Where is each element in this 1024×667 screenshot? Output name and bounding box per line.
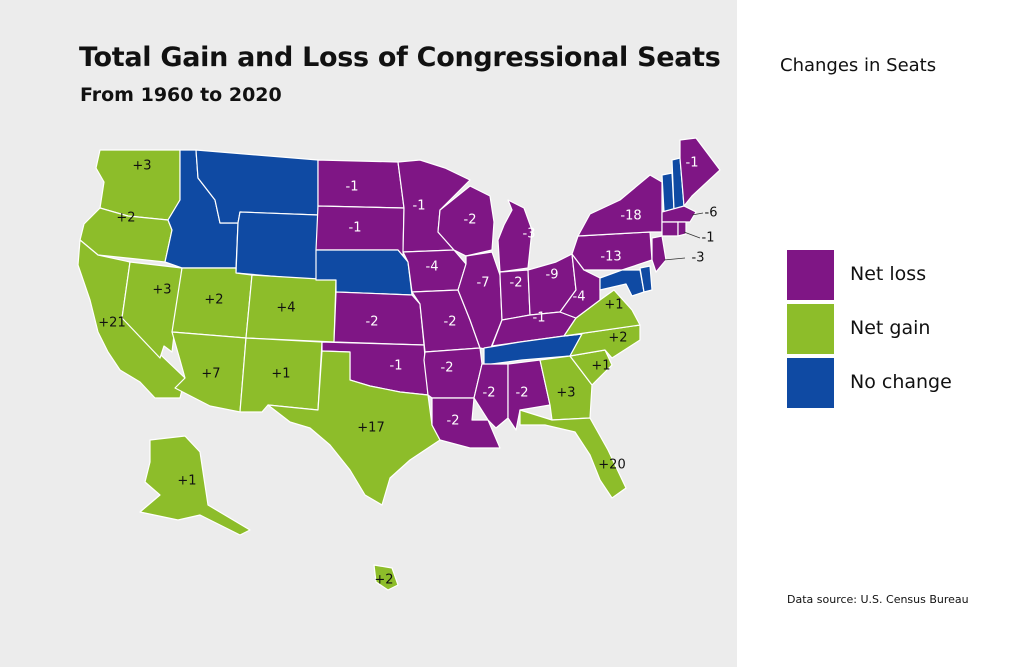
state-hi[interactable] [373,564,399,591]
state-label-in: -2 [510,276,523,291]
legend-swatch-none [787,358,834,408]
state-label-va: +1 [604,298,623,313]
state-label-ia: -4 [426,260,439,275]
state-label-tx: +17 [357,421,384,436]
state-ct[interactable] [661,221,679,237]
state-label-or: +2 [116,211,135,226]
state-ks[interactable] [333,291,425,346]
state-label-fl: +20 [598,458,625,473]
state-label-ga: +3 [556,386,575,401]
legend-label-loss: Net loss [850,263,927,285]
state-la[interactable] [431,397,501,449]
state-label-al: -2 [516,386,529,401]
state-label-ri: -1 [702,231,715,246]
state-label-az: +7 [201,367,220,382]
state-label-wa: +3 [132,159,151,174]
data-source-note: Data source: U.S. Census Bureau [787,593,969,606]
state-label-wi: -2 [464,213,477,228]
state-label-pa: -13 [600,250,621,265]
state-label-ky: -1 [533,311,546,326]
state-label-co: +4 [276,301,295,316]
state-tx[interactable] [267,350,441,506]
map-subtitle: From 1960 to 2020 [80,84,282,106]
leader-lines [663,212,704,261]
legend-item-none: No change [787,358,987,408]
state-wy[interactable] [235,211,319,281]
leader-ma [691,212,704,216]
state-label-ks: -2 [366,315,379,330]
state-label-ok: -1 [390,359,403,374]
state-label-ma: -6 [705,206,718,221]
state-label-nj: -3 [692,251,705,266]
state-ny[interactable] [577,174,663,237]
state-md[interactable] [599,269,645,297]
state-label-nv: +3 [152,283,171,298]
state-label-ms: -2 [483,386,496,401]
state-label-mo: -2 [444,315,457,330]
state-label-la: -2 [447,414,460,429]
us-map: +3 +2 +21 +3 +2 +4 +7 +1 +17 +1 +2 +20 +3 +1 +2 +1 -1 -1 -… [77,137,721,591]
legend-label-gain: Net gain [850,317,931,339]
state-label-oh: -9 [546,268,559,283]
state-label-sd: -1 [349,221,362,236]
state-label-sc: +1 [591,359,610,374]
leader-ri [683,231,701,239]
state-ak[interactable] [139,435,251,536]
state-me[interactable] [679,137,721,207]
legend-title: Changes in Seats [780,55,937,76]
leader-nj [663,257,686,261]
labels-layer: +3 +2 +21 +3 +2 +4 +7 +1 +17 +1 +2 +20 +3 +1 +2 +1 -1 -1 -… [98,156,717,588]
state-label-ca: +21 [98,316,125,331]
state-ma[interactable] [661,205,697,223]
state-label-ny: -18 [620,209,641,224]
legend-item-gain: Net gain [787,304,987,354]
state-label-nm: +1 [271,367,290,382]
state-wi[interactable] [437,185,495,257]
state-de[interactable] [639,265,653,293]
state-nd[interactable] [317,159,405,209]
state-label-hi: +2 [374,573,393,588]
state-label-mn: -1 [413,199,426,214]
state-nj[interactable] [651,235,667,273]
legend-label-none: No change [850,371,952,393]
legend-item-loss: Net loss [787,250,987,300]
map-title: Total Gain and Loss of Congressional Sea… [79,42,721,73]
state-label-mi: -3 [523,227,536,242]
state-wv[interactable] [559,253,601,319]
states-layer [77,137,721,591]
state-label-wv: -4 [573,290,586,305]
state-fl[interactable] [519,409,627,499]
state-label-ak: +1 [177,474,196,489]
state-label-nc: +2 [608,331,627,346]
state-label-ut: +2 [204,293,223,308]
state-label-me: -1 [686,156,699,171]
state-label-ar: -2 [441,361,454,376]
legend-swatch-loss [787,250,834,300]
legend-swatch-gain [787,304,834,354]
state-label-nd: -1 [346,180,359,195]
state-ri[interactable] [677,221,687,237]
state-label-il: -7 [477,276,490,291]
